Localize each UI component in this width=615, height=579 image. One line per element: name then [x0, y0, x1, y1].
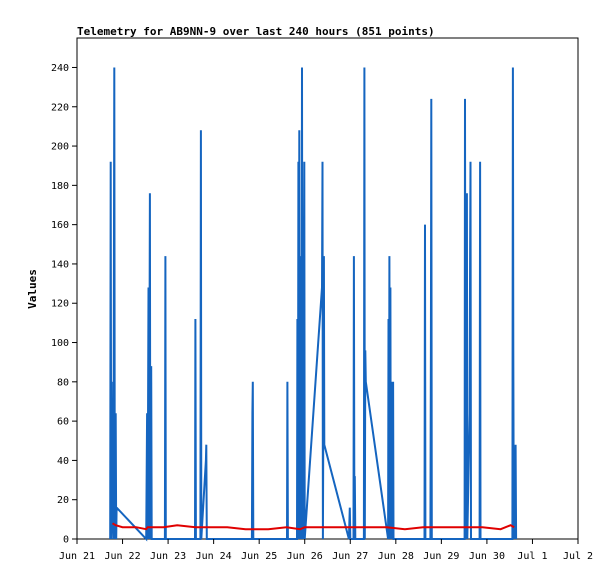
- x-tick-label: Jul 1: [517, 551, 547, 562]
- y-tick-label: 100: [51, 338, 69, 349]
- y-tick-label: 140: [51, 259, 69, 270]
- x-tick-label: Jun 24: [196, 551, 232, 562]
- series-line-2: [111, 522, 515, 531]
- y-tick-label: 220: [51, 102, 69, 113]
- x-tick-label: Jun 30: [469, 551, 505, 562]
- series-layer: [109, 67, 518, 542]
- x-tick-label: Jun 25: [241, 551, 277, 562]
- chart-title: Telemetry for AB9NN-9 over last 240 hour…: [77, 25, 435, 38]
- y-tick-label: 0: [63, 535, 69, 546]
- y-tick-label: 60: [57, 417, 69, 428]
- axis-layer: 0 20 40 60 80 100 120 140 160 180 200 220 240 Jun 21 J…: [51, 63, 593, 562]
- y-tick-label: 160: [51, 220, 69, 231]
- y-tick-label: 40: [57, 456, 69, 467]
- y-tick-label: 80: [57, 377, 69, 388]
- y-tick-label: 20: [57, 495, 69, 506]
- x-tick-label: Jun 27: [332, 551, 368, 562]
- series-line-1: [109, 67, 518, 542]
- x-tick-label: Jun 28: [378, 551, 414, 562]
- plot-frame: [76, 37, 579, 540]
- x-tick-label: Jun 29: [423, 551, 459, 562]
- y-tick-label: 200: [51, 142, 69, 153]
- y-tick-label: 240: [51, 63, 69, 74]
- x-tick-label: Jun 22: [104, 551, 140, 562]
- y-tick-label: 180: [51, 181, 69, 192]
- x-tick-label: Jun 26: [287, 551, 323, 562]
- y-tick-label: 120: [51, 299, 69, 310]
- x-tick-label: Jun 21: [59, 551, 95, 562]
- x-tick-label: Jun 23: [150, 551, 186, 562]
- y-axis-label: Values: [26, 269, 39, 309]
- x-tick-label: Jul 2: [563, 551, 593, 562]
